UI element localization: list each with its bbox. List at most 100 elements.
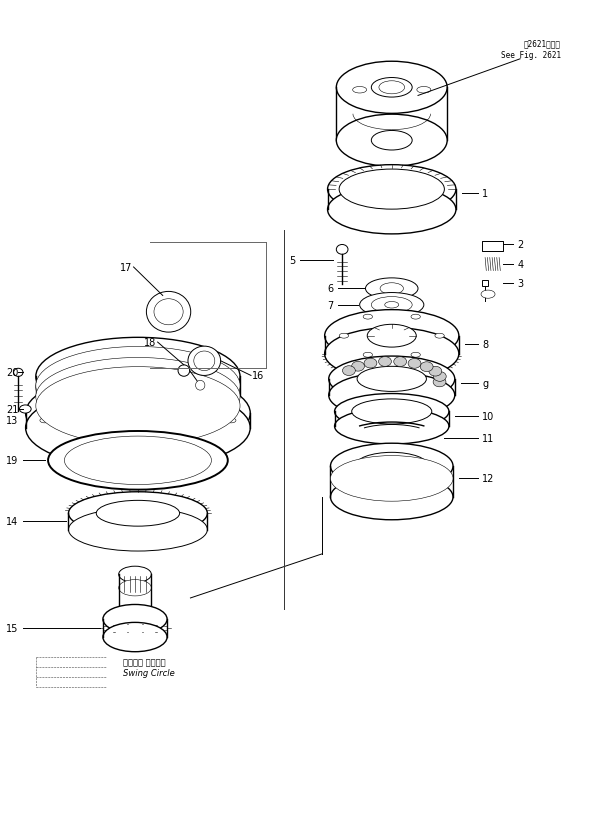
Ellipse shape	[36, 347, 240, 425]
Ellipse shape	[110, 419, 119, 423]
Ellipse shape	[342, 366, 355, 376]
Ellipse shape	[68, 509, 207, 551]
Ellipse shape	[48, 432, 228, 490]
Ellipse shape	[335, 394, 449, 430]
Ellipse shape	[481, 291, 495, 299]
Text: Swing Circle: Swing Circle	[123, 667, 175, 676]
Ellipse shape	[188, 346, 221, 376]
Ellipse shape	[87, 419, 96, 423]
Ellipse shape	[360, 293, 424, 318]
Ellipse shape	[336, 115, 447, 167]
Bar	[482, 242, 503, 251]
Ellipse shape	[385, 302, 399, 309]
Ellipse shape	[96, 500, 179, 527]
Ellipse shape	[411, 314, 420, 319]
Ellipse shape	[371, 459, 413, 474]
Ellipse shape	[330, 444, 453, 489]
Ellipse shape	[133, 419, 143, 423]
Ellipse shape	[19, 405, 31, 414]
Ellipse shape	[25, 373, 250, 455]
Ellipse shape	[364, 359, 377, 369]
Text: 10: 10	[482, 411, 494, 421]
Ellipse shape	[339, 334, 349, 339]
Ellipse shape	[40, 419, 49, 423]
Text: 8: 8	[482, 339, 489, 350]
Ellipse shape	[371, 79, 412, 98]
Text: 2: 2	[517, 239, 523, 249]
Ellipse shape	[103, 604, 167, 634]
Text: 21: 21	[6, 405, 18, 414]
Ellipse shape	[352, 362, 365, 372]
Text: 19: 19	[6, 455, 18, 466]
Ellipse shape	[195, 381, 205, 391]
Ellipse shape	[36, 358, 240, 437]
Ellipse shape	[330, 456, 453, 501]
Ellipse shape	[336, 62, 447, 114]
Text: 14: 14	[6, 517, 18, 527]
Ellipse shape	[64, 437, 211, 485]
Text: 12: 12	[482, 473, 494, 484]
Ellipse shape	[324, 328, 459, 380]
Text: 5: 5	[289, 256, 296, 265]
Ellipse shape	[103, 622, 167, 652]
Ellipse shape	[433, 378, 446, 387]
Ellipse shape	[327, 165, 456, 215]
Ellipse shape	[63, 419, 73, 423]
Ellipse shape	[357, 367, 427, 392]
Ellipse shape	[435, 334, 444, 339]
Text: 15: 15	[6, 623, 18, 633]
Ellipse shape	[434, 372, 446, 382]
Ellipse shape	[429, 367, 442, 377]
Text: 17: 17	[120, 263, 132, 273]
Ellipse shape	[194, 351, 215, 371]
Ellipse shape	[420, 362, 433, 372]
Text: g: g	[482, 378, 489, 388]
Text: 1: 1	[482, 189, 489, 199]
Text: 第2621図参照: 第2621図参照	[524, 39, 561, 48]
Text: 16: 16	[252, 371, 264, 381]
Ellipse shape	[227, 419, 236, 423]
Ellipse shape	[352, 400, 432, 424]
Ellipse shape	[336, 245, 348, 255]
Ellipse shape	[371, 131, 412, 151]
Text: 18: 18	[144, 337, 156, 347]
Text: 11: 11	[482, 434, 494, 444]
Ellipse shape	[154, 300, 183, 325]
Ellipse shape	[146, 292, 191, 333]
Ellipse shape	[87, 363, 189, 402]
Ellipse shape	[25, 387, 250, 469]
Text: 20: 20	[6, 368, 18, 378]
Text: 3: 3	[517, 278, 523, 288]
Text: 13: 13	[6, 416, 18, 426]
Ellipse shape	[380, 283, 404, 295]
Ellipse shape	[329, 373, 455, 419]
Ellipse shape	[371, 297, 412, 314]
Text: 4: 4	[517, 260, 523, 269]
Text: 7: 7	[327, 301, 333, 310]
Ellipse shape	[394, 357, 407, 367]
Ellipse shape	[68, 351, 207, 404]
Ellipse shape	[367, 325, 417, 348]
Ellipse shape	[119, 567, 152, 583]
Text: スイング サークル: スイング サークル	[123, 657, 166, 666]
Ellipse shape	[68, 492, 207, 535]
Ellipse shape	[330, 474, 453, 520]
Bar	[482, 280, 488, 287]
Ellipse shape	[339, 170, 444, 210]
Ellipse shape	[411, 353, 420, 358]
Ellipse shape	[379, 357, 391, 367]
Ellipse shape	[204, 419, 212, 423]
Ellipse shape	[36, 349, 240, 427]
Ellipse shape	[36, 338, 240, 416]
Ellipse shape	[178, 365, 190, 377]
Ellipse shape	[355, 453, 428, 480]
Text: 6: 6	[327, 284, 333, 294]
Ellipse shape	[327, 186, 456, 234]
Text: See Fig. 2621: See Fig. 2621	[501, 51, 561, 60]
Ellipse shape	[14, 369, 23, 377]
Ellipse shape	[156, 419, 166, 423]
Ellipse shape	[335, 409, 449, 445]
Ellipse shape	[36, 367, 240, 446]
Ellipse shape	[180, 419, 189, 423]
Ellipse shape	[363, 353, 372, 358]
